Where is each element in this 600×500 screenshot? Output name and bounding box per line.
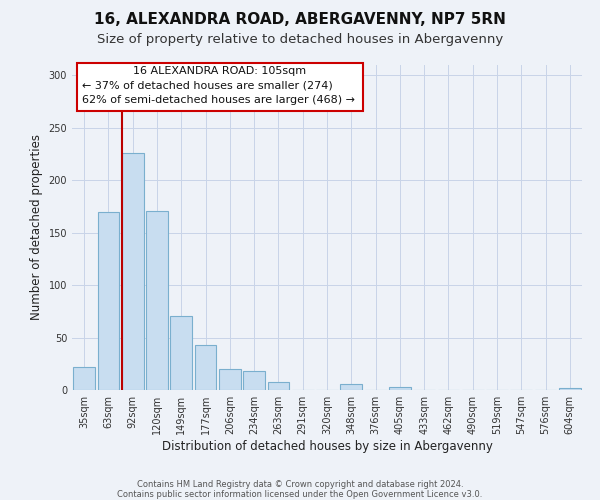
Bar <box>170 316 192 390</box>
Bar <box>340 384 362 390</box>
Text: 16, ALEXANDRA ROAD, ABERGAVENNY, NP7 5RN: 16, ALEXANDRA ROAD, ABERGAVENNY, NP7 5RN <box>94 12 506 28</box>
Bar <box>219 369 241 390</box>
Bar <box>194 345 217 390</box>
Bar <box>268 382 289 390</box>
Bar <box>73 367 95 390</box>
X-axis label: Distribution of detached houses by size in Abergavenny: Distribution of detached houses by size … <box>161 440 493 453</box>
Bar <box>146 210 168 390</box>
Bar <box>97 212 119 390</box>
Text: ← 37% of detached houses are smaller (274): ← 37% of detached houses are smaller (27… <box>82 80 333 90</box>
FancyBboxPatch shape <box>77 64 363 110</box>
Bar <box>243 371 265 390</box>
Bar <box>559 388 581 390</box>
Text: 62% of semi-detached houses are larger (468) →: 62% of semi-detached houses are larger (… <box>82 96 355 106</box>
Bar <box>389 387 411 390</box>
Text: Size of property relative to detached houses in Abergavenny: Size of property relative to detached ho… <box>97 32 503 46</box>
Text: Contains public sector information licensed under the Open Government Licence v3: Contains public sector information licen… <box>118 490 482 499</box>
Y-axis label: Number of detached properties: Number of detached properties <box>30 134 43 320</box>
Bar <box>122 153 143 390</box>
Text: 16 ALEXANDRA ROAD: 105sqm: 16 ALEXANDRA ROAD: 105sqm <box>133 66 307 76</box>
Text: Contains HM Land Registry data © Crown copyright and database right 2024.: Contains HM Land Registry data © Crown c… <box>137 480 463 489</box>
